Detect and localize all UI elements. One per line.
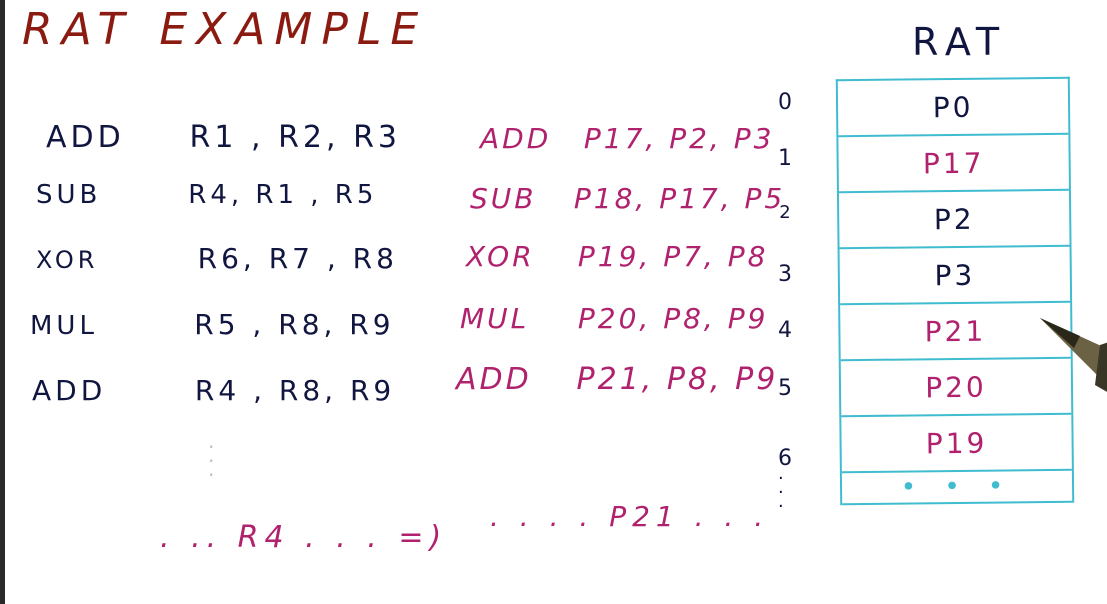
renamed-operands: P20, P8, P9 (577, 302, 769, 335)
orig-operands: R4, R1 , R5 (188, 180, 378, 210)
rat-entry: P20 (840, 358, 1072, 418)
renamed-op: ADD (456, 362, 532, 397)
rat-index: 0 (778, 90, 792, 115)
renamed-operands: P19, P7, P8 (577, 240, 769, 273)
title-word-example: EXAMPLE (159, 4, 428, 55)
bottom-note-right: . . . . P21 . . . (490, 500, 770, 533)
renamed-instruction-row: ADD P17, P2, P3 (480, 122, 774, 155)
rat-entry: P17 (838, 134, 1069, 194)
renamed-op: MUL (460, 302, 530, 335)
rat-index: 3 (778, 262, 792, 287)
rat-more-dots: • • • (841, 470, 1073, 506)
rat-index: 5 (778, 376, 792, 401)
rat-entry: P21 (840, 302, 1071, 362)
bottom-note-left: . .. R4 . . . =) (160, 520, 448, 555)
rat-entry: P19 (841, 414, 1072, 474)
orig-instruction-row: SUB R4, R1 , R5 (36, 180, 377, 210)
renamed-instruction-row: ADD P21, P8, P9 (456, 362, 778, 397)
rat-index: 2 (779, 202, 791, 223)
orig-op: MUL (30, 311, 98, 341)
orig-instruction-row: MUL R5 , R8, R9 (30, 308, 395, 341)
orig-instruction-row: ADD R1 , R2, R3 (46, 120, 401, 155)
renamed-instruction-row: MUL P20, P8, P9 (460, 302, 768, 335)
rat-table: P0 P17 P2 P3 P21 P20 P19 • • • (835, 76, 1075, 506)
continuation-dots-rat: · · · (778, 468, 784, 517)
orig-op: ADD (46, 120, 125, 155)
renamed-instruction-row: XOR P19, P7, P8 (466, 240, 768, 273)
renamed-op: XOR (466, 240, 535, 273)
rat-title: RAT (912, 20, 1008, 64)
orig-instruction-row: XOR R6, R7 , R8 (36, 242, 398, 275)
rat-index: 6 (778, 446, 792, 471)
orig-operands: R6, R7 , R8 (197, 242, 398, 275)
rat-index: 1 (778, 146, 792, 171)
orig-operands: R1 , R2, R3 (189, 120, 402, 155)
pen-tip-icon (1040, 318, 1107, 392)
orig-operands: R4 , R8, R9 (194, 374, 396, 407)
rat-entry: P3 (839, 246, 1071, 306)
page-title: RAT EXAMPLE (22, 4, 453, 55)
rat-entry: P2 (838, 190, 1070, 250)
orig-instruction-row: ADD R4 , R8, R9 (32, 374, 395, 407)
orig-operands: R5 , R8, R9 (194, 308, 395, 341)
orig-op: ADD (32, 374, 107, 407)
renamed-instruction-row: SUB P18, P17, P5 (470, 182, 785, 215)
orig-op: XOR (36, 246, 99, 274)
renamed-op: ADD (480, 122, 552, 155)
rat-index: 4 (778, 318, 792, 343)
renamed-operands: P18, P17, P5 (573, 182, 786, 215)
orig-op: SUB (36, 180, 102, 210)
window-left-edge (0, 0, 5, 604)
renamed-op: SUB (470, 182, 537, 215)
continuation-dots-left: · · · (208, 435, 215, 487)
rat-entry: P0 (837, 78, 1069, 138)
renamed-operands: P21, P8, P9 (576, 362, 779, 397)
title-word-rat: RAT (22, 4, 134, 55)
renamed-operands: P17, P2, P3 (583, 122, 775, 155)
